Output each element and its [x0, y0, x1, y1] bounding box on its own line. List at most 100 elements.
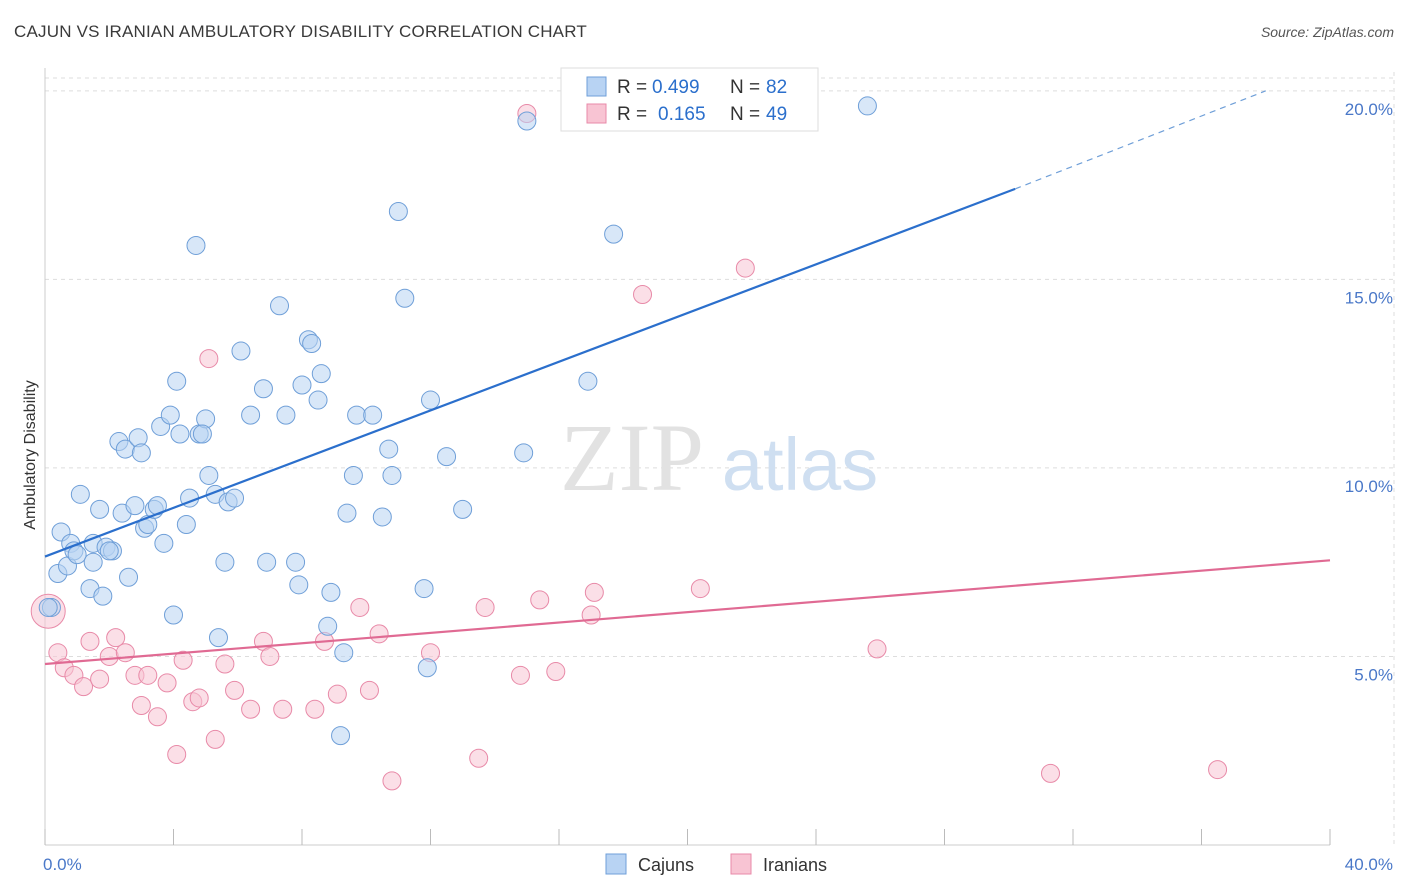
cajun-point [241, 405, 261, 425]
y-tick-label-2: 15.0% [1345, 288, 1393, 307]
cajun-point [276, 405, 296, 425]
cajun-point [131, 443, 151, 463]
trend-lines [44, 90, 1331, 666]
iranian-point [327, 684, 347, 704]
cajun-point [388, 202, 408, 222]
x-tick-label-0: 0.0% [43, 855, 82, 874]
cajun-point [199, 465, 219, 485]
cajun-points [38, 96, 877, 746]
cajun-point [270, 296, 290, 316]
y-axis-title: Ambulatory Disability [22, 380, 39, 529]
cajun-point [334, 643, 354, 663]
cajun-point [125, 496, 145, 516]
cajun-point [321, 582, 341, 602]
iranian-point [469, 748, 489, 768]
cajun-point [292, 375, 312, 395]
cajun-point [343, 465, 363, 485]
iranian-point [735, 258, 755, 278]
legend-n-value-iranian: 49 [766, 104, 787, 125]
cajun-point [90, 499, 110, 519]
iranian-point [350, 597, 370, 617]
legend-swatch-iranian [586, 103, 607, 124]
iranian-point [633, 284, 653, 304]
cajun-point [578, 371, 598, 391]
cajun-point [417, 658, 437, 678]
cajun-point [331, 726, 351, 746]
cajun-point [70, 484, 90, 504]
iranian-point [106, 628, 126, 648]
cajun-point [363, 405, 383, 425]
iranian-point [241, 699, 261, 719]
tick-labels: 5.0% 10.0% 15.0% 20.0% 0.0% 40.0% [43, 100, 1393, 874]
cajun-point [164, 605, 183, 625]
source-label: Source: ZipAtlas.com [1260, 24, 1394, 40]
watermark-atlas: atlas [722, 423, 878, 506]
cajun-point [289, 575, 309, 595]
grid-lines [45, 72, 1395, 845]
legend-label-cajuns: Cajuns [638, 855, 694, 875]
cajun-point [231, 341, 251, 361]
y-tick-label-3: 20.0% [1345, 100, 1393, 119]
iranian-point [215, 654, 235, 674]
watermark: ZIP atlas [560, 404, 878, 511]
iranian-point [867, 639, 887, 659]
iranian-point [359, 680, 379, 700]
iranian-point [157, 673, 177, 693]
iranian-point [167, 745, 187, 765]
cajun-point [453, 499, 473, 519]
iranian-point [475, 597, 495, 617]
cajun-point [514, 443, 534, 463]
cajun-point [308, 390, 328, 410]
iranian-point [138, 665, 158, 685]
cajun-point [186, 235, 206, 255]
cajun-point [517, 111, 537, 131]
cajun-point [253, 379, 273, 399]
iranian-point [584, 582, 604, 602]
x-tick-label-1: 40.0% [1345, 855, 1393, 874]
cajun-point [119, 567, 139, 587]
cajun-point [437, 447, 457, 467]
cajun-point [99, 541, 119, 561]
iranian-point [1041, 763, 1061, 783]
cajun-point [382, 465, 402, 485]
iranian-point [305, 699, 325, 719]
cajun-point [225, 488, 245, 508]
cajun-point [857, 96, 877, 116]
cajun-point [302, 333, 322, 353]
cajun-point [372, 507, 392, 527]
iranian-point [1208, 760, 1228, 780]
legend-key-cajuns [605, 853, 627, 875]
cajun-point [208, 628, 228, 648]
series-legend: Cajuns Iranians [605, 853, 827, 875]
legend-swatch-cajun [586, 76, 607, 97]
cajun-point [311, 364, 331, 384]
legend-key-iranians [730, 853, 752, 875]
iranian-point [189, 688, 209, 708]
cajun-point [170, 424, 190, 444]
y-tick-label-1: 10.0% [1345, 477, 1393, 496]
iranian-point [80, 631, 100, 651]
iranian-point [273, 699, 293, 719]
iranian-points [30, 103, 1228, 791]
iranian-point [382, 771, 402, 791]
legend-label-iranians: Iranians [763, 855, 827, 875]
cajun-point [286, 552, 306, 572]
cajun-point [154, 533, 174, 553]
cajun-point [38, 597, 58, 617]
cajun-point [421, 390, 440, 410]
iranian-point [369, 624, 389, 644]
iranian-trend-line [44, 559, 1331, 666]
legend-n-value-cajun: 82 [766, 77, 787, 98]
iranian-point [131, 695, 151, 715]
cajun-point [83, 552, 103, 572]
iranian-point [225, 680, 245, 700]
cajun-point [257, 552, 277, 572]
cajun-point [167, 371, 187, 391]
cajun-point [67, 545, 87, 565]
cajun-point [215, 552, 235, 572]
cajun-point [395, 288, 415, 308]
iranian-point [173, 650, 193, 670]
legend-r-label-cajun: R = [617, 77, 647, 98]
iranian-point [74, 677, 94, 697]
